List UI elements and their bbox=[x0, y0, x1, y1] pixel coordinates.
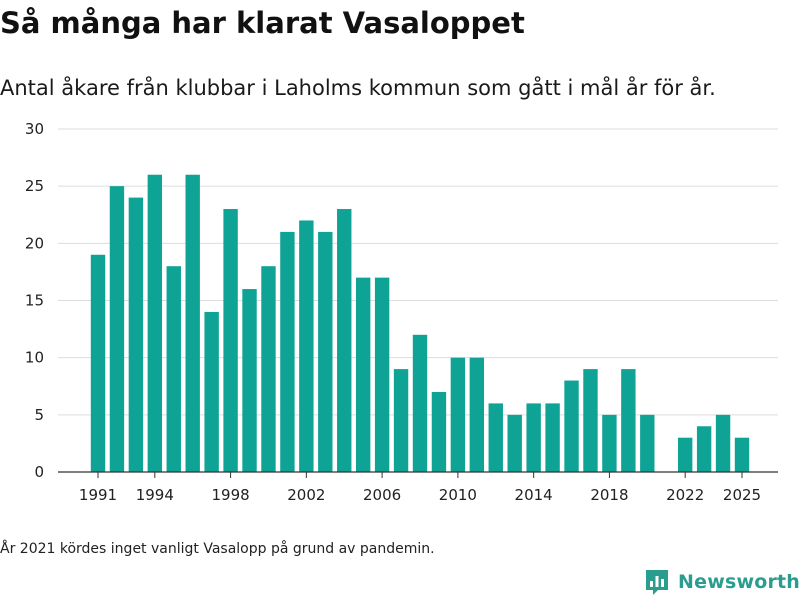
bar-2014 bbox=[526, 403, 541, 472]
bar-2000 bbox=[261, 266, 276, 472]
x-tick-label: 2010 bbox=[439, 486, 477, 504]
bar-2003 bbox=[318, 231, 333, 472]
bar-2008 bbox=[412, 334, 428, 472]
y-tick-label: 15 bbox=[25, 292, 44, 310]
bar-1995 bbox=[166, 266, 181, 472]
bar-2002 bbox=[299, 220, 314, 472]
bar-2007 bbox=[393, 369, 409, 472]
x-tick-label: 2002 bbox=[287, 486, 325, 504]
bar-2017 bbox=[583, 369, 598, 472]
bar-1991 bbox=[90, 254, 106, 472]
bar-2010 bbox=[450, 357, 466, 472]
chart-title: Så många har klarat Vasaloppet bbox=[0, 6, 525, 40]
x-tick-label: 2006 bbox=[363, 486, 401, 504]
bar-2024 bbox=[715, 414, 731, 472]
x-tick-label: 2018 bbox=[590, 486, 628, 504]
brand-name: Newsworthy bbox=[678, 571, 800, 593]
x-tick-label: 1991 bbox=[79, 486, 117, 504]
bar-1993 bbox=[128, 197, 144, 472]
bar-1999 bbox=[242, 289, 257, 472]
bar-2023 bbox=[696, 426, 712, 472]
x-tick-label: 2014 bbox=[515, 486, 553, 504]
x-tick-label: 2025 bbox=[723, 486, 761, 504]
x-tick-label: 1998 bbox=[211, 486, 249, 504]
bar-1997 bbox=[204, 311, 219, 472]
y-tick-label: 0 bbox=[34, 463, 44, 481]
y-tick-label: 25 bbox=[25, 177, 44, 195]
bar-2020 bbox=[640, 414, 655, 472]
bar-2013 bbox=[507, 414, 522, 472]
x-tick-label: 1994 bbox=[136, 486, 174, 504]
x-tick-label: 2022 bbox=[666, 486, 704, 504]
brand-logo: Newsworthy bbox=[644, 568, 800, 596]
y-tick-label: 5 bbox=[34, 406, 44, 424]
bar-2025 bbox=[734, 437, 750, 472]
chart-subtitle: Antal åkare från klubbar i Laholms kommu… bbox=[0, 76, 716, 100]
bar-1994 bbox=[147, 174, 163, 472]
bar-2005 bbox=[355, 277, 371, 472]
y-tick-label: 10 bbox=[25, 349, 44, 367]
bar-2011 bbox=[469, 357, 485, 472]
bars bbox=[90, 174, 750, 473]
bar-2009 bbox=[431, 391, 447, 472]
newsworthy-logo-icon bbox=[646, 570, 668, 595]
bar-2016 bbox=[564, 380, 579, 472]
bar-2001 bbox=[280, 231, 295, 472]
bar-2006 bbox=[374, 277, 390, 472]
bar-2012 bbox=[488, 403, 503, 472]
bar-2018 bbox=[602, 414, 617, 472]
bar-2004 bbox=[337, 209, 352, 473]
bar-2015 bbox=[545, 403, 560, 472]
bar-2019 bbox=[621, 369, 636, 472]
y-tick-label: 30 bbox=[25, 120, 44, 138]
bar-1998 bbox=[223, 209, 238, 473]
bar-2022 bbox=[677, 437, 693, 472]
y-tick-label: 20 bbox=[25, 234, 44, 252]
bar-1992 bbox=[109, 186, 125, 472]
bar-1996 bbox=[185, 174, 200, 472]
footnote: År 2021 kördes inget vanligt Vasalopp på… bbox=[0, 541, 435, 557]
